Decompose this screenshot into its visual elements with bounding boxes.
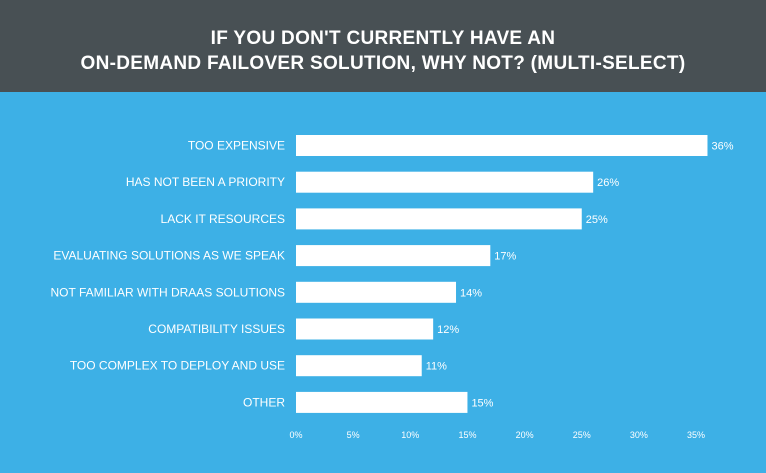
value-label: 12% <box>437 324 459 336</box>
chart-title-line-1: IF YOU DON'T CURRENTLY HAVE AN <box>210 28 556 49</box>
bar-chart: TOO EXPENSIVE 36% HAS NOT BEEN A PRIORITY 2… <box>51 135 734 440</box>
value-label: 15% <box>471 397 493 409</box>
value-label: 25% <box>586 214 608 226</box>
x-tick-label: 10% <box>401 430 419 440</box>
x-tick-label: 20% <box>516 430 534 440</box>
x-tick-label: 30% <box>630 430 648 440</box>
x-tick-label: 15% <box>458 430 476 440</box>
value-label: 36% <box>711 141 733 153</box>
bar <box>296 355 422 377</box>
bar <box>296 245 491 267</box>
chart-area: TOO EXPENSIVE 36% HAS NOT BEEN A PRIORITY 2… <box>0 92 766 473</box>
category-label: TOO COMPLEX TO DEPLOY AND USE <box>70 359 285 373</box>
chart-header: IF YOU DON'T CURRENTLY HAVE AN ON-DEMAND… <box>0 0 766 92</box>
category-label: EVALUATING SOLUTIONS AS WE SPEAK <box>53 249 285 263</box>
chart-title-line-2: ON-DEMAND FAILOVER SOLUTION, WHY NOT? (M… <box>80 53 686 74</box>
bar <box>296 171 594 193</box>
category-label: NOT FAMILIAR WITH DRAAS SOLUTIONS <box>51 285 285 299</box>
x-tick-label: 35% <box>687 430 705 440</box>
bar <box>296 281 457 303</box>
value-label: 14% <box>460 287 482 299</box>
category-label: TOO EXPENSIVE <box>188 139 285 153</box>
category-label: OTHER <box>243 395 285 409</box>
category-label: HAS NOT BEEN A PRIORITY <box>126 175 285 189</box>
x-tick-label: 5% <box>347 430 360 440</box>
category-label: LACK IT RESOURCES <box>161 212 285 226</box>
bar <box>296 135 708 156</box>
x-tick-label: 0% <box>289 430 302 440</box>
bar <box>296 318 434 340</box>
value-label: 11% <box>426 361 447 373</box>
bar <box>296 391 468 413</box>
bar <box>296 208 582 230</box>
category-label: COMPATIBILITY ISSUES <box>148 322 285 336</box>
x-tick-label: 25% <box>573 430 591 440</box>
value-label: 17% <box>494 251 516 263</box>
value-label: 26% <box>597 177 619 189</box>
